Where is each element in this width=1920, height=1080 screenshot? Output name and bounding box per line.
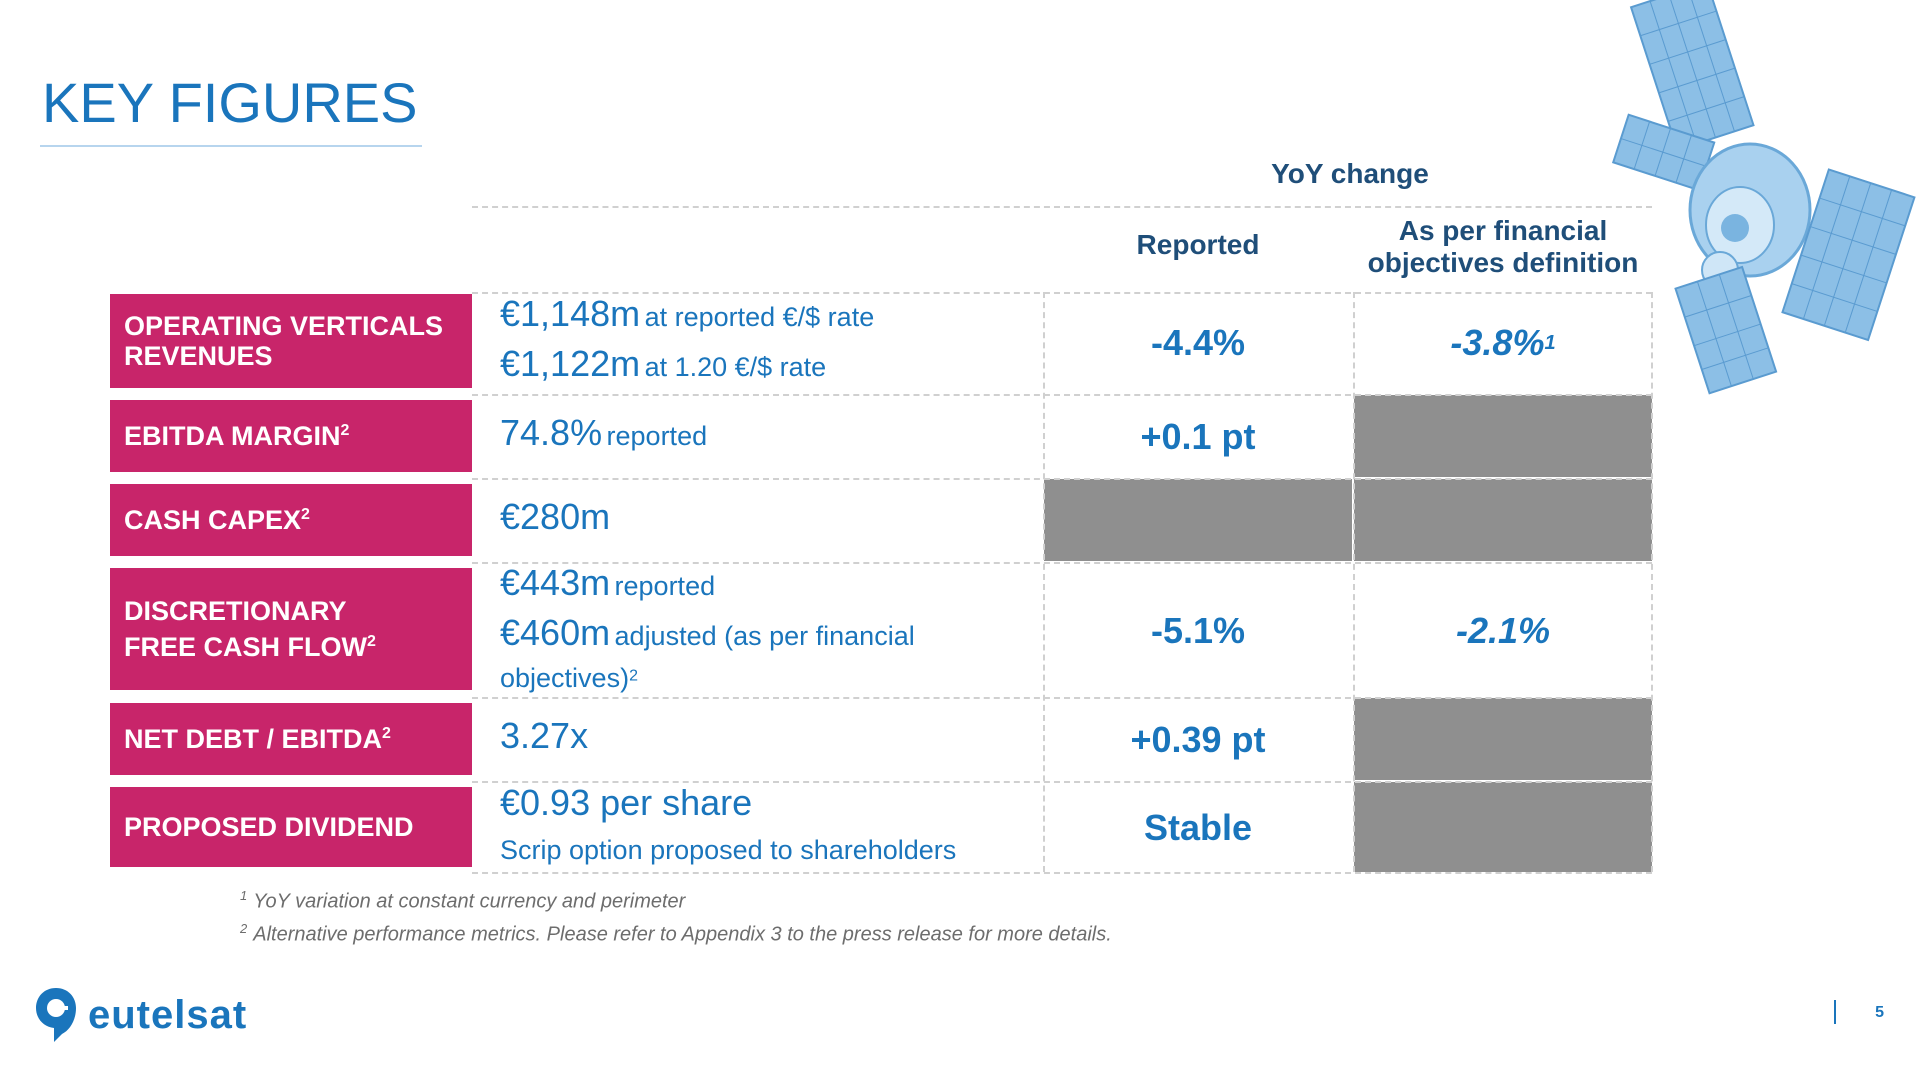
eutelsat-logo: eutelsat	[34, 986, 247, 1044]
empty-cell	[1354, 698, 1652, 780]
page-number-divider	[1834, 1000, 1836, 1024]
row-label-discretionary-free-cash-flow: DISCRETIONARY FREE CASH FLOW2	[110, 568, 472, 690]
table-divider	[1353, 292, 1355, 872]
footnote-2: 2 Alternative performance metrics. Please…	[240, 921, 1112, 946]
reported-change-ebitda-margin: +0.1 pt	[1140, 416, 1256, 457]
table-divider	[472, 292, 1652, 294]
column-header-reported: Reported	[1136, 229, 1260, 260]
financial-change-revenues: -3.8% 1	[1450, 322, 1556, 363]
page-number: 5	[1875, 1004, 1884, 1021]
footnote-1: 1 YoY variation at constant currency and …	[240, 888, 686, 913]
row-label-proposed-dividend: PROPOSED DIVIDEND	[110, 787, 472, 867]
row-label-ebitda-margin: EBITDA MARGIN2	[110, 400, 472, 472]
row-value-ebitda-margin: 74.8% reported	[500, 412, 708, 453]
row-label-net-debt-ebitda: NET DEBT / EBITDA2	[110, 703, 472, 775]
row-value-cash-capex: €280m	[500, 496, 611, 537]
empty-cell	[1354, 479, 1652, 561]
logo-text: eutelsat	[88, 992, 248, 1037]
row-value-proposed-dividend: €0.93 per share Scrip option proposed to…	[500, 782, 957, 865]
reported-change-dividend: Stable	[1143, 806, 1253, 848]
column-header-financial: As per financial objectives definition	[1367, 215, 1639, 278]
reported-change-net-debt-ebitda: +0.39 pt	[1130, 719, 1266, 760]
row-value-revenues: €1,148m at reported €/$ rate €1,122m at …	[500, 293, 875, 384]
row-label-operating-verticals-revenues: OPERATING VERTICALS REVENUES	[110, 294, 472, 388]
header-divider	[472, 206, 1652, 208]
table-divider	[1043, 292, 1045, 872]
table-divider	[472, 394, 1652, 396]
row-label-cash-capex: CASH CAPEX2	[110, 484, 472, 556]
empty-cell	[1354, 782, 1652, 872]
page-title: KEY FIGURES	[40, 70, 422, 147]
table-divider	[472, 697, 1652, 699]
table-divider	[472, 781, 1652, 783]
eutelsat-logo-icon	[36, 988, 76, 1042]
yoy-change-header: YoY change	[1271, 158, 1429, 189]
table-divider	[472, 872, 1652, 874]
financial-change-free-cash-flow: -2.1%	[1455, 609, 1551, 651]
row-value-net-debt-ebitda: 3.27x	[500, 715, 589, 756]
reported-change-revenues: -4.4%	[1150, 322, 1246, 363]
table-divider	[472, 478, 1652, 480]
row-value-free-cash-flow: €443m reported €460m adjusted (as per fi…	[500, 562, 915, 693]
empty-cell	[1354, 395, 1652, 477]
satellite-image	[1611, 0, 1916, 395]
table-divider	[472, 562, 1652, 564]
empty-cell	[1044, 479, 1352, 561]
table-divider	[1651, 292, 1653, 872]
reported-change-free-cash-flow: -5.1%	[1150, 609, 1246, 651]
